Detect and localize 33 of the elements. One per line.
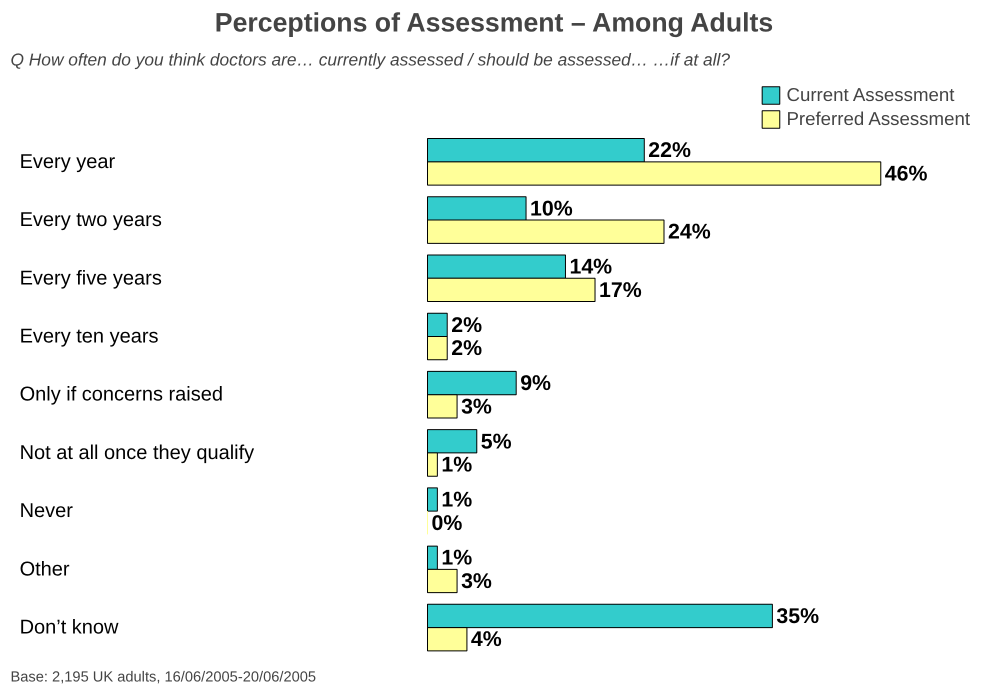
legend-label: Preferred Assessment [786, 108, 970, 130]
data-label: 10% [530, 196, 573, 220]
data-label: 14% [569, 254, 612, 279]
bar [427, 487, 438, 512]
data-label: 17% [599, 278, 642, 302]
data-label: 46% [884, 161, 928, 186]
data-label: 1% [441, 487, 472, 512]
data-label: 5% [480, 429, 512, 454]
data-label: 0% [432, 510, 462, 535]
data-label: 22% [648, 138, 692, 162]
y-tick-label: Other [20, 558, 70, 580]
y-tick-label: Every five years [20, 267, 162, 290]
data-label: 3% [461, 568, 492, 593]
data-label: 9% [520, 371, 552, 396]
data-label: 3% [461, 394, 492, 418]
data-label: 4% [470, 627, 502, 652]
legend-label: Current Assessment [786, 84, 954, 106]
y-tick-label: Not at all once they qualify [20, 442, 254, 464]
data-label: 1% [441, 546, 472, 570]
data-label: 2% [451, 336, 482, 360]
text: Base: 2,195 UK adults, 16/06/2005-20/06/2005 [10, 670, 316, 686]
y-tick-label: Every ten years [20, 325, 159, 348]
y-tick-label: Don’t know [20, 616, 120, 639]
data-label: 1% [441, 452, 472, 477]
chart-title: Perceptions of Assessment – Among Adults [214, 8, 774, 38]
y-tick-label: Every year [20, 150, 116, 173]
y-tick-label: Never [20, 500, 74, 522]
data-label: 2% [451, 312, 482, 337]
y-tick-label: Every two years [20, 209, 162, 232]
data-label: 24% [668, 220, 711, 244]
y-tick-label: Only if concerns raised [20, 384, 223, 406]
text: Q How often do you think doctors are… currently assessed / should be assessed… …if at all? [10, 50, 730, 70]
data-label: 35% [776, 604, 820, 628]
